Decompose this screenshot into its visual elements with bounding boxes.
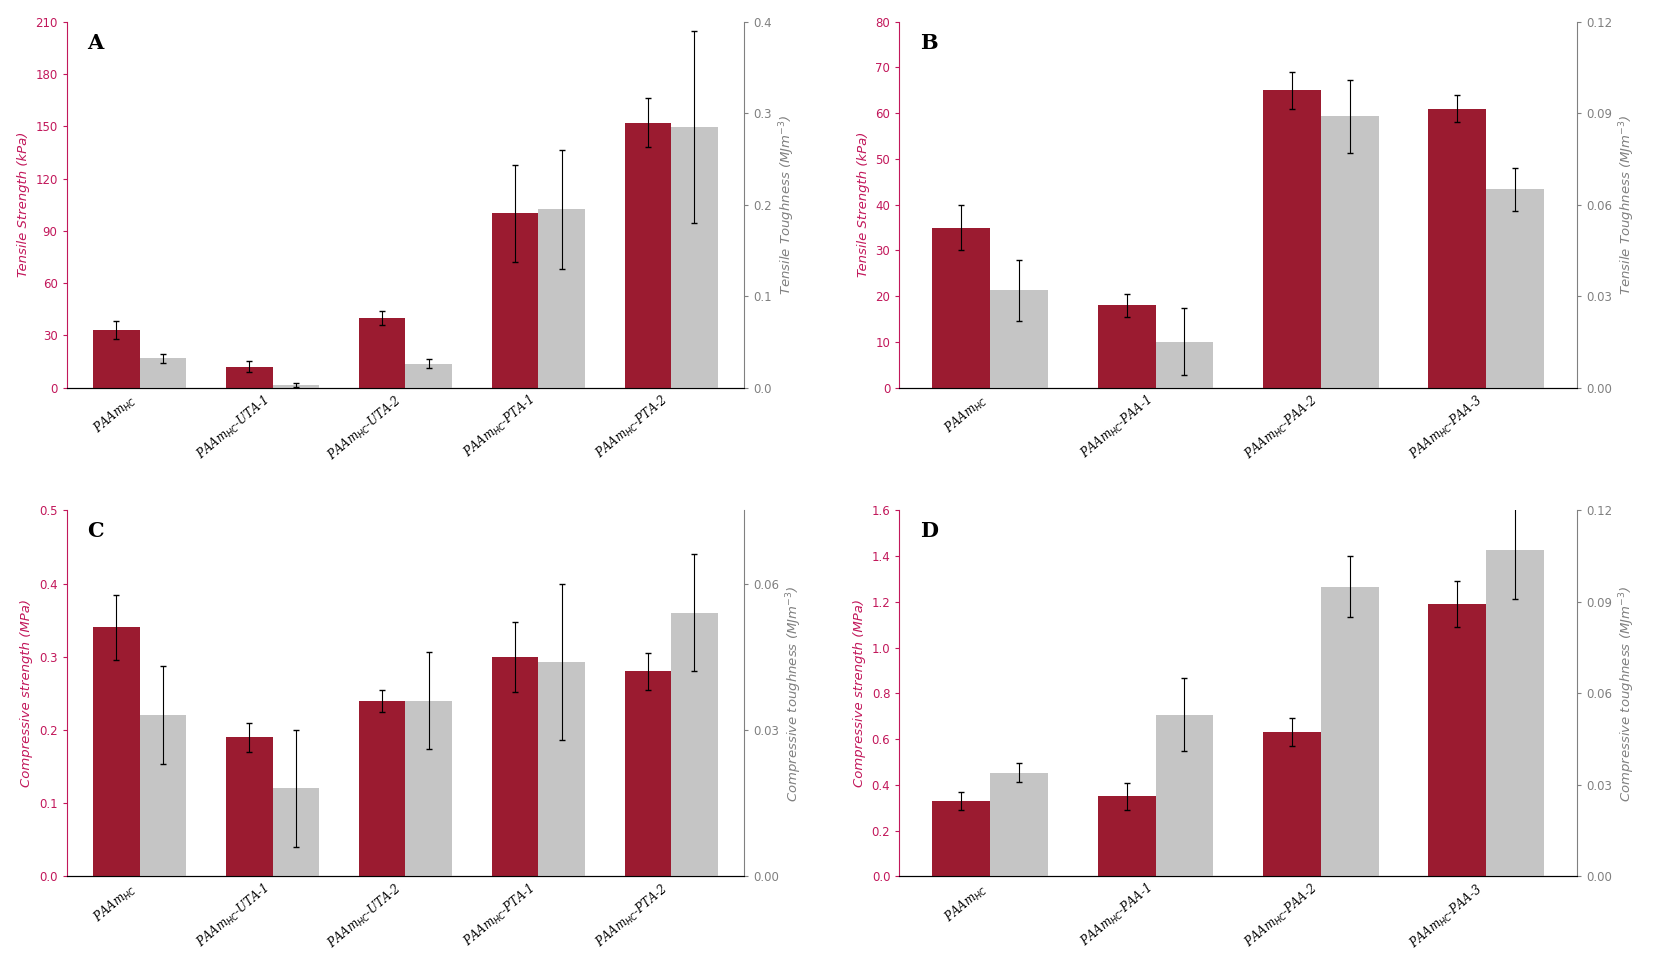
Bar [538, 209, 586, 388]
Bar [1487, 550, 1543, 876]
Bar [491, 657, 538, 876]
Bar [1322, 586, 1379, 876]
Bar [538, 662, 586, 876]
Y-axis label: Compressive strength (MPa): Compressive strength (MPa) [20, 599, 33, 787]
Bar [991, 290, 1049, 388]
Bar [227, 737, 273, 876]
Text: A: A [88, 33, 103, 52]
Bar [359, 318, 405, 388]
Text: B: B [920, 33, 938, 52]
Bar [1156, 715, 1214, 876]
Bar [1429, 604, 1487, 876]
Bar [93, 330, 139, 388]
Bar [933, 800, 991, 876]
Bar [672, 127, 718, 388]
Bar [1429, 109, 1487, 388]
Y-axis label: Compressive strength (MPa): Compressive strength (MPa) [853, 599, 867, 787]
Bar [1264, 733, 1322, 876]
Bar [139, 359, 187, 388]
Bar [405, 701, 452, 876]
Bar [1098, 797, 1156, 876]
Bar [991, 772, 1049, 876]
Bar [359, 701, 405, 876]
Bar [1487, 189, 1543, 388]
Bar [93, 628, 139, 876]
Bar [405, 363, 452, 388]
Bar [139, 715, 187, 876]
Bar [1322, 116, 1379, 388]
Bar [491, 213, 538, 388]
Y-axis label: Compressive toughness (MJm$^{-3}$): Compressive toughness (MJm$^{-3}$) [1618, 585, 1637, 801]
Bar [672, 612, 718, 876]
Bar [227, 366, 273, 388]
Y-axis label: Tensile Toughness (MJm$^{-3}$): Tensile Toughness (MJm$^{-3}$) [1618, 114, 1637, 295]
Y-axis label: Tensile Toughness (MJm$^{-3}$): Tensile Toughness (MJm$^{-3}$) [777, 114, 797, 295]
Bar [1156, 342, 1214, 388]
Bar [625, 123, 672, 388]
Bar [273, 385, 319, 388]
Y-axis label: Compressive toughness (MJm$^{-3}$): Compressive toughness (MJm$^{-3}$) [786, 585, 804, 801]
Text: C: C [88, 521, 104, 542]
Bar [273, 789, 319, 876]
Bar [625, 672, 672, 876]
Text: D: D [920, 521, 938, 542]
Y-axis label: Tensile Strength (kPa): Tensile Strength (kPa) [17, 132, 30, 277]
Y-axis label: Tensile Strength (kPa): Tensile Strength (kPa) [857, 132, 870, 277]
Bar [1098, 305, 1156, 388]
Bar [933, 228, 991, 388]
Bar [1264, 90, 1322, 388]
